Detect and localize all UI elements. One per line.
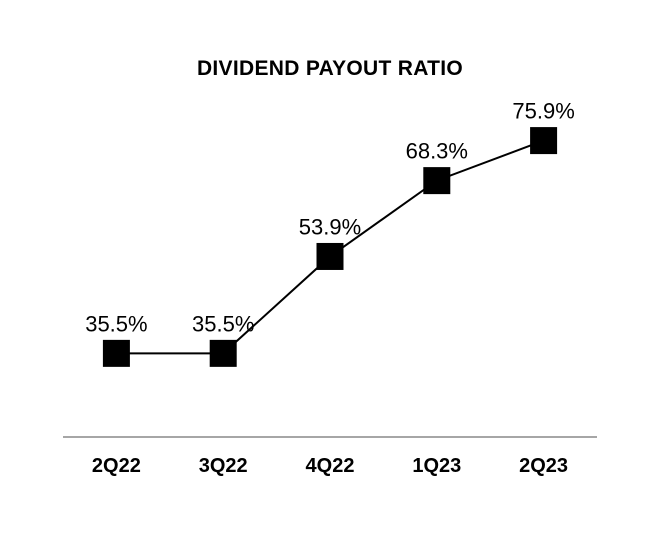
marker-2Q22 <box>102 339 130 367</box>
data-label-2Q23: 75.9% <box>512 99 574 124</box>
x-tick-label-2Q22: 2Q22 <box>92 455 141 477</box>
data-label-2Q22: 35.5% <box>85 311 147 336</box>
x-tick-label-1Q23: 1Q23 <box>412 455 461 477</box>
marker-4Q22 <box>316 242 344 270</box>
x-tick-label-3Q22: 3Q22 <box>199 455 248 477</box>
data-label-1Q23: 68.3% <box>406 139 468 164</box>
data-label-3Q22: 35.5% <box>192 311 254 336</box>
data-label-4Q22: 53.9% <box>299 214 361 239</box>
marker-3Q22 <box>209 339 237 367</box>
chart-title: DIVIDEND PAYOUT RATIO <box>196 57 464 80</box>
x-tick-label-2Q23: 2Q23 <box>519 455 568 477</box>
marker-2Q23 <box>530 127 558 155</box>
marker-1Q23 <box>423 167 451 195</box>
x-tick-label-4Q22: 4Q22 <box>306 455 355 477</box>
